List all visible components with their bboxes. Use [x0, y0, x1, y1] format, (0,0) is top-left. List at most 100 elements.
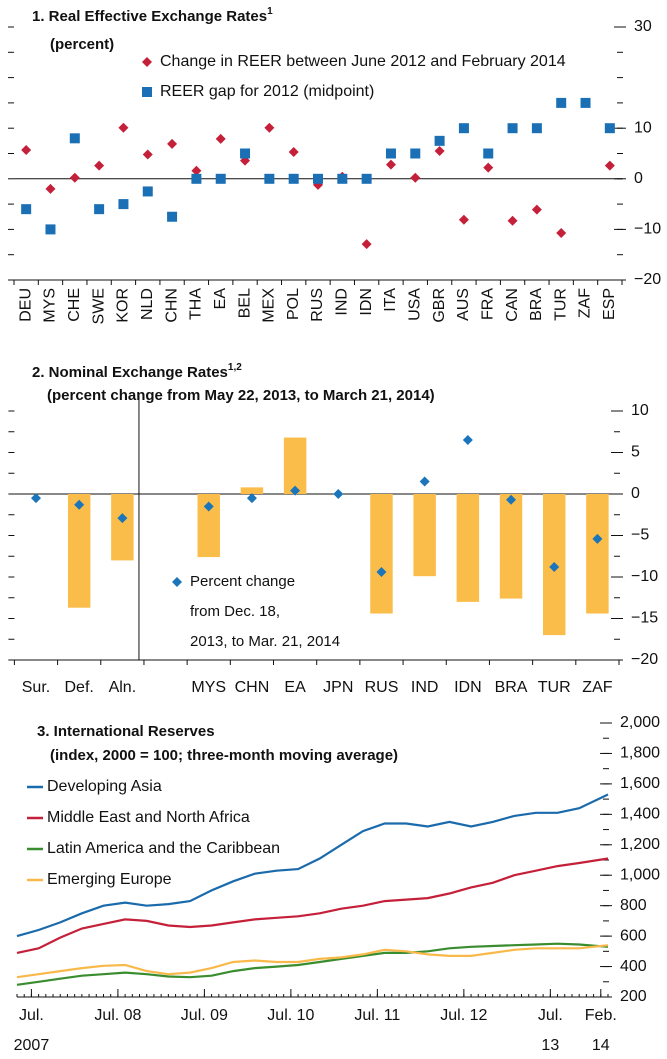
square-marker [458, 123, 469, 134]
y-tick-label: −20 [631, 651, 658, 668]
x-tick-label: MEX [261, 288, 278, 323]
square-marker [337, 173, 348, 184]
series-line [16, 793, 609, 938]
square-marker [94, 204, 105, 215]
x-tick-label: Jul. 09 [180, 1007, 228, 1024]
legend-label: Developing Asia [47, 778, 162, 795]
square-marker [288, 173, 299, 184]
bar [456, 494, 480, 602]
x-tick-label: BRA [495, 679, 528, 696]
x-tick-label: KOR [115, 288, 132, 323]
square-marker [483, 148, 494, 159]
x-tick-label: MYS [191, 679, 226, 696]
series-line [16, 944, 609, 979]
y-tick-label: 0 [634, 170, 643, 187]
diamond-marker [203, 501, 214, 512]
chart-subtitle: (percent change from May 22, 2013, to Ma… [47, 387, 435, 404]
x-tick-label: TUR [538, 679, 571, 696]
x-tick-label: ESP [601, 288, 618, 320]
y-tick-label: 1,400 [620, 806, 660, 823]
diamond-marker [117, 513, 128, 524]
x-tick-label: TUR [552, 288, 569, 321]
diamond-marker [142, 57, 152, 67]
diamond-marker [419, 476, 430, 487]
square-marker [264, 173, 275, 184]
square-marker [580, 97, 591, 108]
x-tick-label: Jul. 2007 [13, 1007, 50, 1054]
diamond-marker [45, 183, 56, 194]
square-marker [167, 211, 178, 222]
square-marker [240, 148, 251, 159]
diamond-marker [592, 533, 603, 544]
y-tick-label: 200 [620, 988, 647, 1005]
diamond-marker [506, 494, 517, 505]
x-tick-label: POL [285, 288, 302, 320]
x-tick-label: IDN [454, 679, 482, 696]
bar [111, 494, 134, 561]
title-note: 1,2 [228, 362, 242, 373]
bar [586, 494, 609, 614]
x-tick-label: CHN [163, 288, 180, 323]
square-marker [21, 204, 32, 215]
y-tick-label: −15 [631, 610, 658, 627]
diamond-marker [556, 227, 567, 238]
x-tick-label: ZAF [582, 679, 612, 696]
x-tick-label: Def. [65, 679, 94, 696]
x-tick-label: DEU [17, 288, 34, 322]
square-marker [410, 148, 421, 159]
series-line [16, 857, 609, 954]
y-tick-label: −10 [631, 568, 658, 585]
square-marker [604, 123, 615, 134]
x-tick-label: Sur. [22, 679, 50, 696]
diamond-marker [483, 162, 494, 173]
legend-label: REER gap for 2012 (midpoint) [160, 83, 374, 100]
square-marker [45, 224, 56, 235]
chart-title: 2. Nominal Exchange Rates1,2 [32, 362, 242, 381]
x-tick-label: FRA [479, 288, 496, 320]
diamond-marker [246, 493, 257, 504]
square-marker [361, 173, 372, 184]
diamond-marker [385, 159, 396, 170]
diamond-marker [142, 149, 153, 160]
diamond-marker [69, 172, 80, 183]
diamond-marker [118, 122, 129, 133]
x-tick-label: AUS [455, 288, 472, 321]
y-tick-label: −10 [634, 221, 661, 238]
square-marker [118, 199, 129, 210]
x-tick-label: Jul. 08 [94, 1007, 142, 1024]
diamond-marker [21, 144, 32, 155]
legend-label: Percent change from Dec. 18, 2013, to Ma… [190, 573, 341, 650]
y-tick-label: 0 [631, 485, 640, 502]
diamond-marker [376, 567, 387, 578]
diamond-marker [30, 493, 41, 504]
bar [67, 494, 91, 608]
bar [240, 487, 264, 494]
square-marker [142, 186, 153, 197]
square-marker [215, 173, 226, 184]
chart-title: 3. International Reserves [37, 723, 215, 740]
y-tick-label: 800 [620, 897, 647, 914]
y-tick-label: 1,800 [620, 745, 660, 762]
square-marker [507, 123, 518, 134]
legend-label: Latin America and the Caribbean [47, 840, 280, 857]
chart-subtitle: (percent) [50, 36, 114, 53]
diamond-marker [410, 172, 421, 183]
square-marker [142, 87, 152, 97]
diamond-marker [531, 204, 542, 215]
x-tick-label: BRA [528, 288, 545, 321]
square-marker [556, 97, 567, 108]
chart-subtitle: (index, 2000 = 100; three-month moving a… [50, 747, 398, 764]
x-tick-label: IDN [358, 288, 375, 316]
y-tick-label: −5 [631, 527, 649, 544]
bar [197, 494, 220, 558]
square-marker [531, 123, 542, 134]
legend-label: Change in REER between June 2012 and Feb… [160, 53, 566, 70]
y-tick-label: 30 [634, 18, 652, 35]
diamond-marker [264, 122, 275, 133]
x-tick-label: NLD [139, 288, 156, 320]
diamond-marker [549, 562, 560, 573]
diamond-marker [167, 138, 178, 149]
diamond-marker [74, 499, 85, 510]
x-tick-label: Aln. [109, 679, 137, 696]
diamond-marker [215, 133, 226, 144]
